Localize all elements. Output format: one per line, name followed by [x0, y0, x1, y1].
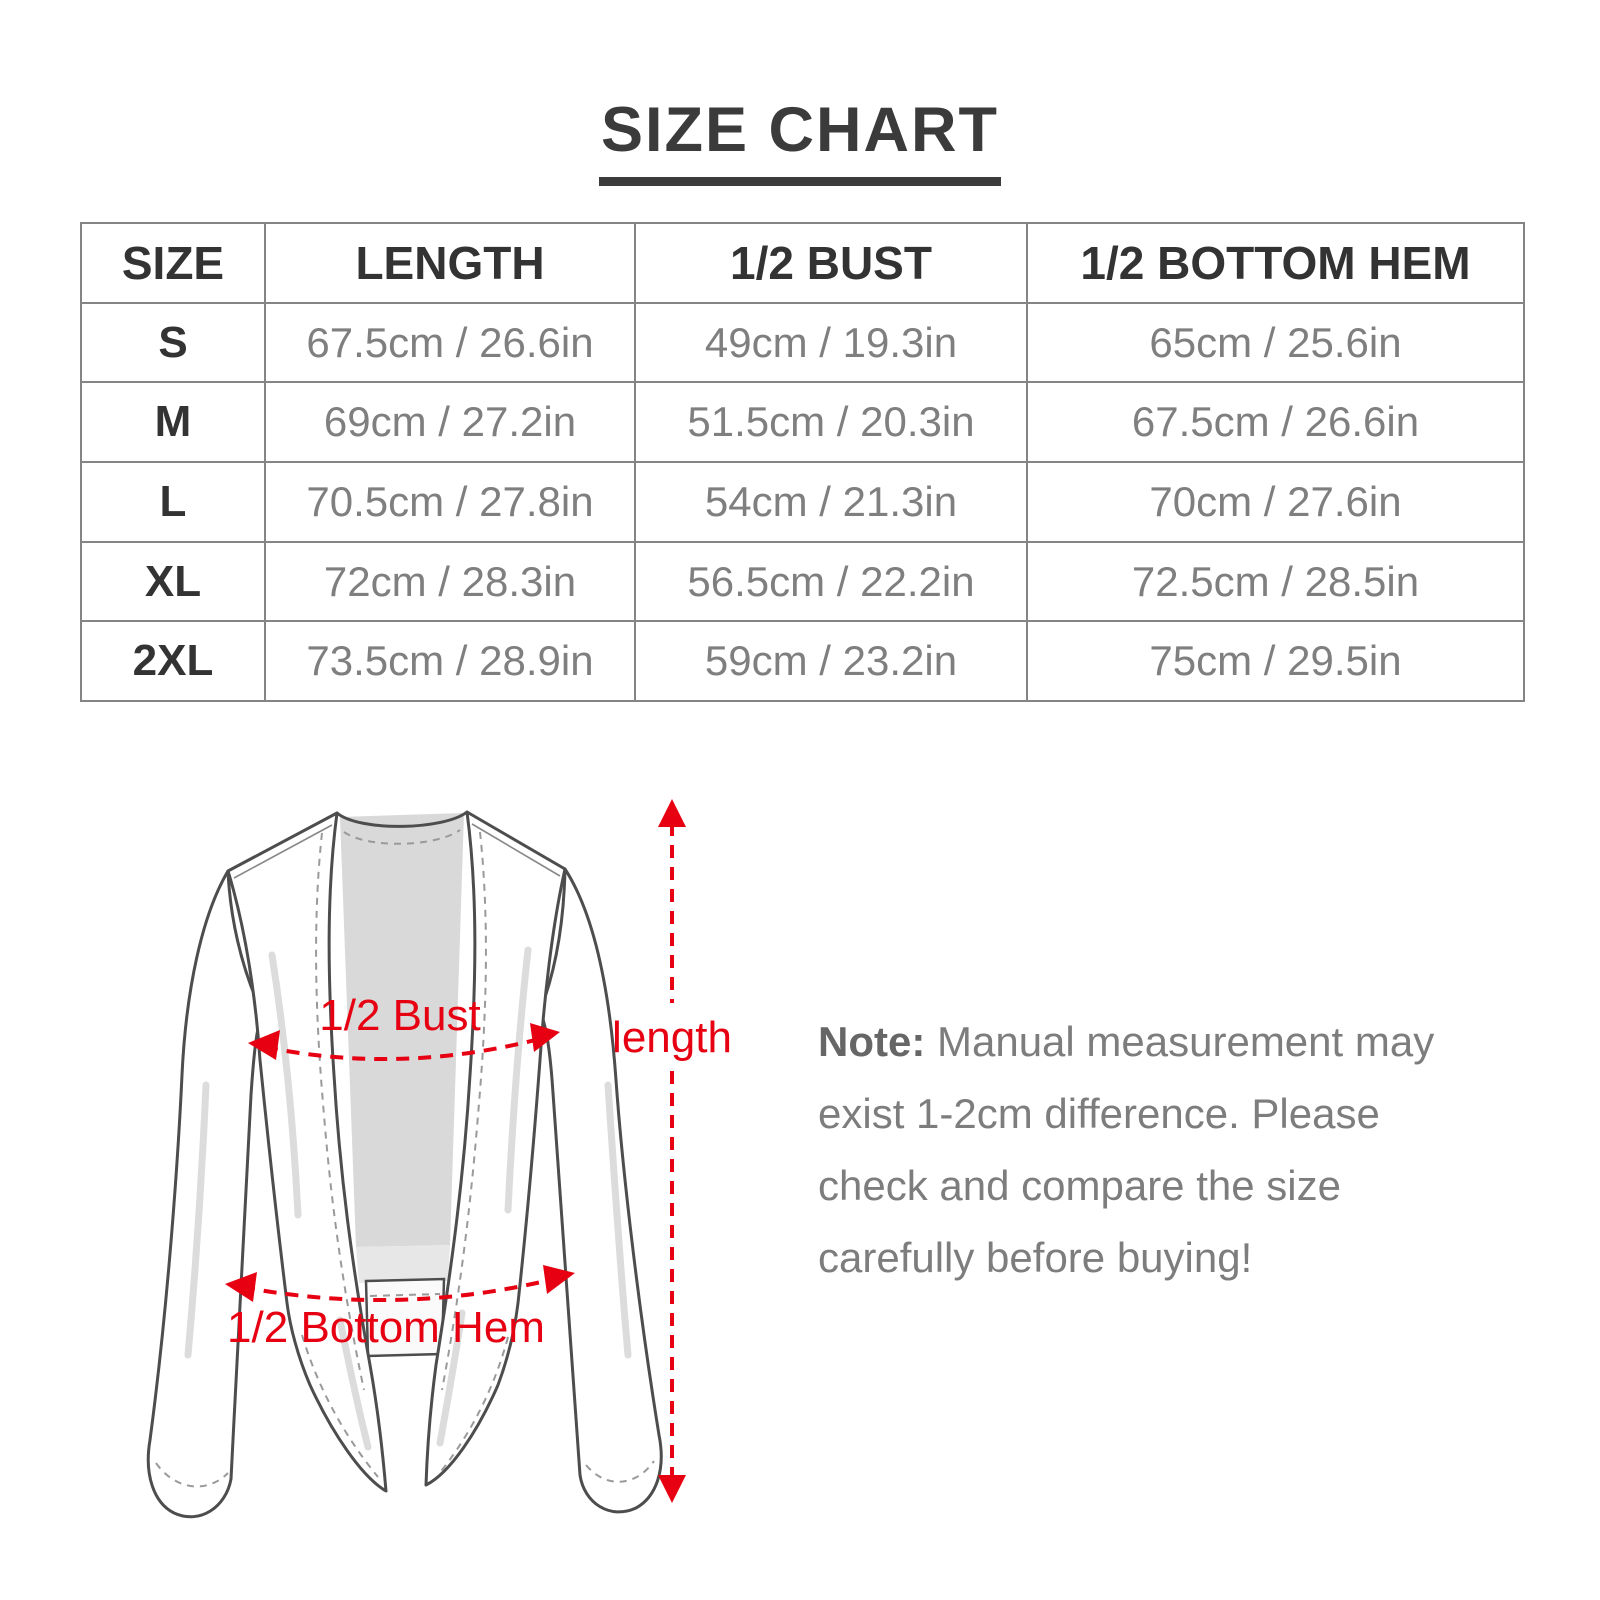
fold-shading [184, 946, 632, 1451]
length-label: length [612, 1013, 732, 1062]
half-bust-label: 1/2 Bust [319, 991, 480, 1040]
bottom-hem-value: 75cm / 29.5in [1026, 620, 1525, 703]
length-value: 70.5cm / 27.8in [264, 461, 636, 543]
table-row: 2XL 73.5cm / 28.9in 59cm / 23.2in 75cm /… [80, 620, 1525, 703]
bust-arrowhead-right [530, 1023, 560, 1052]
table-row: XL 72cm / 28.3in 56.5cm / 22.2in 72.5cm … [80, 540, 1525, 623]
bottom-hem-arrow-line [241, 1276, 559, 1303]
back-panel [340, 813, 464, 1358]
stitch-lines [301, 829, 509, 1478]
size-label: XL [80, 540, 266, 623]
page-title: SIZE CHART [599, 94, 1001, 186]
table-row: L 70.5cm / 27.8in 54cm / 21.3in 70cm / 2… [80, 461, 1525, 543]
shoulder-seams [233, 823, 561, 879]
bust-arrow-line [264, 1036, 544, 1062]
bust-value: 49cm / 19.3in [634, 301, 1028, 384]
hem-arrowhead-right [543, 1265, 575, 1294]
note-block: Note: Manual measurement may exist 1-2cm… [818, 1006, 1450, 1294]
size-label: M [80, 381, 266, 464]
left-sleeve [146, 869, 264, 1519]
length-arrowhead-bottom [658, 1475, 686, 1503]
title-container: SIZE CHART [0, 94, 1600, 186]
table-header-row: SIZE LENGTH 1/2 BUST 1/2 BOTTOM HEM [80, 222, 1525, 304]
bottom-hem-value: 72.5cm / 28.5in [1026, 540, 1525, 623]
bust-value: 51.5cm / 20.3in [634, 381, 1028, 464]
size-label: L [80, 461, 266, 543]
bottom-hem-value: 65cm / 25.6in [1026, 301, 1525, 384]
size-chart-table: SIZE LENGTH 1/2 BUST 1/2 BOTTOM HEM S 67… [80, 222, 1525, 703]
bottom-hem-value: 67.5cm / 26.6in [1026, 381, 1525, 464]
length-value: 69cm / 27.2in [264, 381, 636, 464]
length-value: 73.5cm / 28.9in [264, 620, 636, 703]
col-header-bottom-hem: 1/2 BOTTOM HEM [1026, 222, 1525, 304]
table-row: S 67.5cm / 26.6in 49cm / 19.3in 65cm / 2… [80, 301, 1525, 384]
bottom-hem-value: 70cm / 27.6in [1026, 461, 1525, 543]
col-header-bust: 1/2 BUST [634, 222, 1028, 304]
length-value: 67.5cm / 26.6in [264, 301, 636, 384]
col-header-length: LENGTH [264, 222, 636, 304]
length-value: 72cm / 28.3in [264, 540, 636, 623]
neckline [336, 810, 468, 828]
bust-arrowhead-left [248, 1030, 280, 1060]
garment-measurement-illustration: 1/2 Bust length 1/2 Bottom Hem [146, 799, 732, 1519]
hem-arrowhead-left [225, 1272, 257, 1302]
length-arrowhead-top [658, 799, 686, 827]
half-bottom-hem-label: 1/2 Bottom Hem [227, 1303, 545, 1352]
measurement-annotations: 1/2 Bust length 1/2 Bottom Hem [225, 799, 732, 1503]
left-front-panel [226, 811, 388, 1493]
bust-value: 54cm / 21.3in [634, 461, 1028, 543]
note-text: Manual measurement may exist 1-2cm diffe… [818, 1018, 1435, 1281]
bust-value: 59cm / 23.2in [634, 620, 1028, 703]
table-row: M 69cm / 27.2in 51.5cm / 20.3in 67.5cm /… [80, 381, 1525, 464]
note-label: Note: [818, 1018, 926, 1065]
bust-value: 56.5cm / 22.2in [634, 540, 1028, 623]
col-header-size: SIZE [80, 222, 266, 304]
size-label: 2XL [80, 620, 266, 703]
right-sleeve [538, 867, 663, 1514]
size-label: S [80, 301, 266, 384]
